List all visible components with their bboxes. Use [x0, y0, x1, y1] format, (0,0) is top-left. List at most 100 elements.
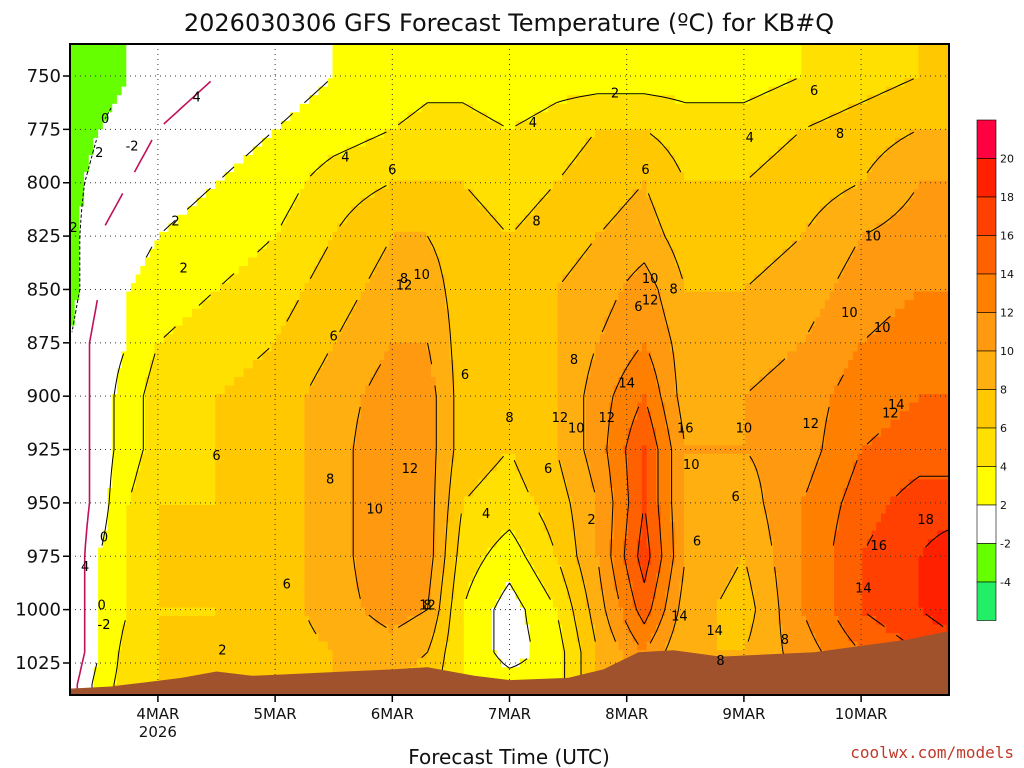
temperature-cell — [107, 69, 113, 79]
temperature-cell — [332, 274, 338, 284]
temperature-cell — [341, 197, 348, 207]
temperature-cell — [313, 667, 320, 677]
temperature-cell — [234, 231, 240, 241]
temperature-cell — [351, 197, 357, 207]
temperature-cell — [98, 214, 104, 224]
temperature-cell — [70, 581, 76, 591]
temperature-cell — [70, 283, 76, 293]
temperature-cell — [252, 86, 259, 96]
temperature-cell — [112, 368, 118, 378]
temperature-cell — [285, 616, 291, 626]
temperature-cell — [116, 505, 123, 515]
temperature-cell — [112, 479, 118, 489]
temperature-cell — [313, 616, 320, 626]
temperature-cell — [215, 257, 221, 267]
temperature-cell — [356, 325, 362, 335]
temperature-cell — [84, 146, 90, 156]
temperature-cell — [229, 44, 235, 54]
temperature-cell — [210, 317, 216, 327]
temperature-cell — [98, 547, 104, 557]
temperature-cell — [271, 658, 277, 668]
temperature-cell — [313, 189, 320, 199]
temperature-cell — [140, 231, 146, 241]
temperature-cell — [262, 650, 268, 660]
temperature-cell — [323, 539, 329, 549]
temperature-cell — [337, 129, 343, 139]
temperature-cell — [365, 146, 371, 156]
temperature-cell — [370, 206, 376, 216]
temperature-cell — [163, 581, 170, 591]
temperature-cell — [163, 488, 170, 498]
temperature-cell — [116, 334, 123, 344]
temperature-cell — [327, 240, 334, 250]
temperature-cell — [356, 86, 362, 96]
temperature-cell — [98, 359, 104, 369]
temperature-cell — [112, 214, 118, 224]
temperature-cell — [304, 240, 310, 250]
temperature-cell — [126, 581, 132, 591]
temperature-cell — [191, 189, 198, 199]
temperature-cell — [93, 223, 99, 233]
temperature-cell — [309, 436, 315, 446]
temperature-cell — [163, 547, 170, 557]
temperature-cell — [332, 146, 338, 156]
temperature-cell — [327, 283, 334, 293]
temperature-cell — [295, 103, 301, 113]
temperature-cell — [121, 240, 127, 250]
temperature-cell — [74, 95, 80, 105]
temperature-cell — [70, 624, 76, 634]
temperature-cell — [177, 564, 184, 574]
temperature-cell — [356, 419, 362, 429]
temperature-cell — [238, 317, 245, 327]
temperature-cell — [70, 359, 76, 369]
temperature-cell — [234, 283, 240, 293]
temperature-cell — [299, 479, 305, 489]
temperature-cell — [360, 351, 366, 361]
temperature-cell — [177, 616, 184, 626]
temperature-cell — [365, 428, 371, 438]
temperature-cell — [238, 197, 245, 207]
temperature-cell — [112, 513, 118, 523]
temperature-cell — [309, 513, 315, 523]
temperature-cell — [149, 650, 155, 660]
temperature-cell — [234, 308, 240, 318]
temperature-cell — [126, 231, 132, 241]
temperature-cell — [126, 590, 132, 600]
temperature-cell — [365, 61, 371, 71]
temperature-cell — [135, 377, 141, 387]
temperature-cell — [220, 445, 226, 455]
temperature-cell — [220, 377, 226, 387]
temperature-cell — [281, 342, 287, 352]
temperature-cell — [356, 650, 362, 660]
temperature-cell — [257, 470, 263, 480]
temperature-cell — [88, 180, 95, 190]
temperature-cell — [112, 257, 118, 267]
temperature-cell — [243, 547, 249, 557]
temperature-cell — [145, 641, 151, 651]
temperature-cell — [121, 291, 127, 301]
temperature-cell — [243, 351, 249, 361]
temperature-cell — [248, 453, 254, 463]
temperature-cell — [93, 197, 99, 207]
temperature-cell — [224, 650, 230, 660]
temperature-cell — [210, 530, 216, 540]
temperature-cell — [229, 257, 235, 267]
temperature-cell — [365, 197, 371, 207]
temperature-cell — [341, 266, 348, 276]
temperature-cell — [210, 189, 216, 199]
temperature-cell — [121, 539, 127, 549]
temperature-cell — [149, 411, 155, 421]
temperature-cell — [159, 317, 165, 327]
temperature-cell — [145, 172, 151, 182]
temperature-cell — [210, 479, 216, 489]
temperature-cell — [327, 129, 334, 139]
temperature-cell — [177, 607, 184, 617]
temperature-cell — [163, 291, 170, 301]
temperature-cell — [276, 633, 282, 643]
temperature-cell — [351, 308, 357, 318]
temperature-cell — [215, 368, 221, 378]
temperature-cell — [309, 283, 315, 293]
temperature-cell — [70, 308, 76, 318]
temperature-cell — [332, 248, 338, 258]
temperature-cell — [271, 419, 277, 429]
